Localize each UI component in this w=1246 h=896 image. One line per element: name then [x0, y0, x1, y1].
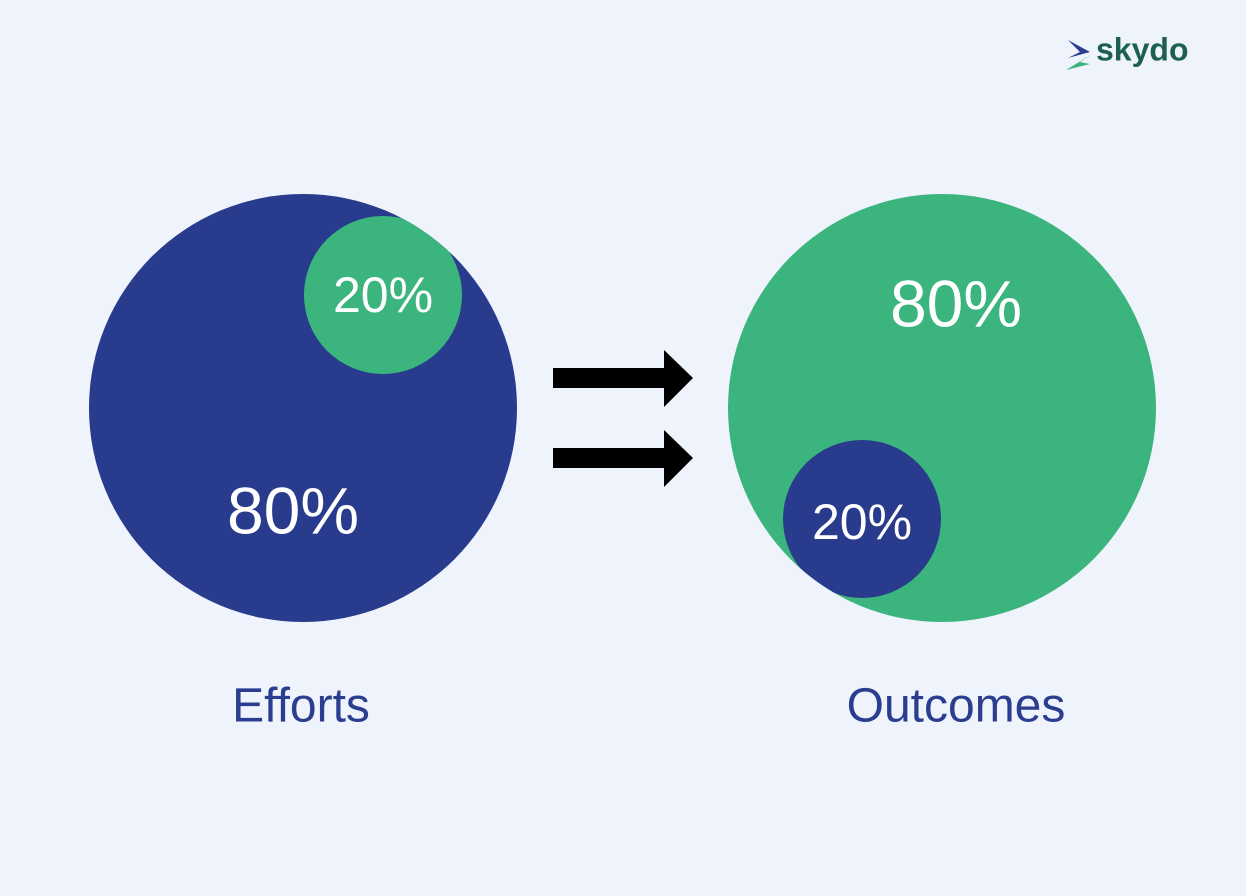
large-label: 80%	[227, 473, 359, 547]
large-label: 80%	[890, 266, 1022, 340]
logo: skydo	[1066, 31, 1188, 70]
arrow	[553, 350, 693, 407]
arrows	[553, 350, 693, 487]
caption: Outcomes	[847, 680, 1066, 733]
outcomes-panel: 80% 20% Outcomes	[728, 194, 1156, 733]
logo-icon-bottom	[1066, 54, 1092, 70]
caption: Efforts	[232, 680, 370, 733]
efforts-panel: 20% 80% Efforts	[89, 194, 517, 733]
logo-text: skydo	[1096, 31, 1188, 67]
logo-icon-top	[1068, 40, 1090, 58]
small-label: 20%	[812, 494, 912, 550]
small-label: 20%	[333, 267, 433, 323]
efforts-small-circle	[304, 216, 462, 374]
arrow	[553, 430, 693, 487]
outcomes-small-circle	[783, 440, 941, 598]
outcomes-circle	[728, 194, 1156, 622]
